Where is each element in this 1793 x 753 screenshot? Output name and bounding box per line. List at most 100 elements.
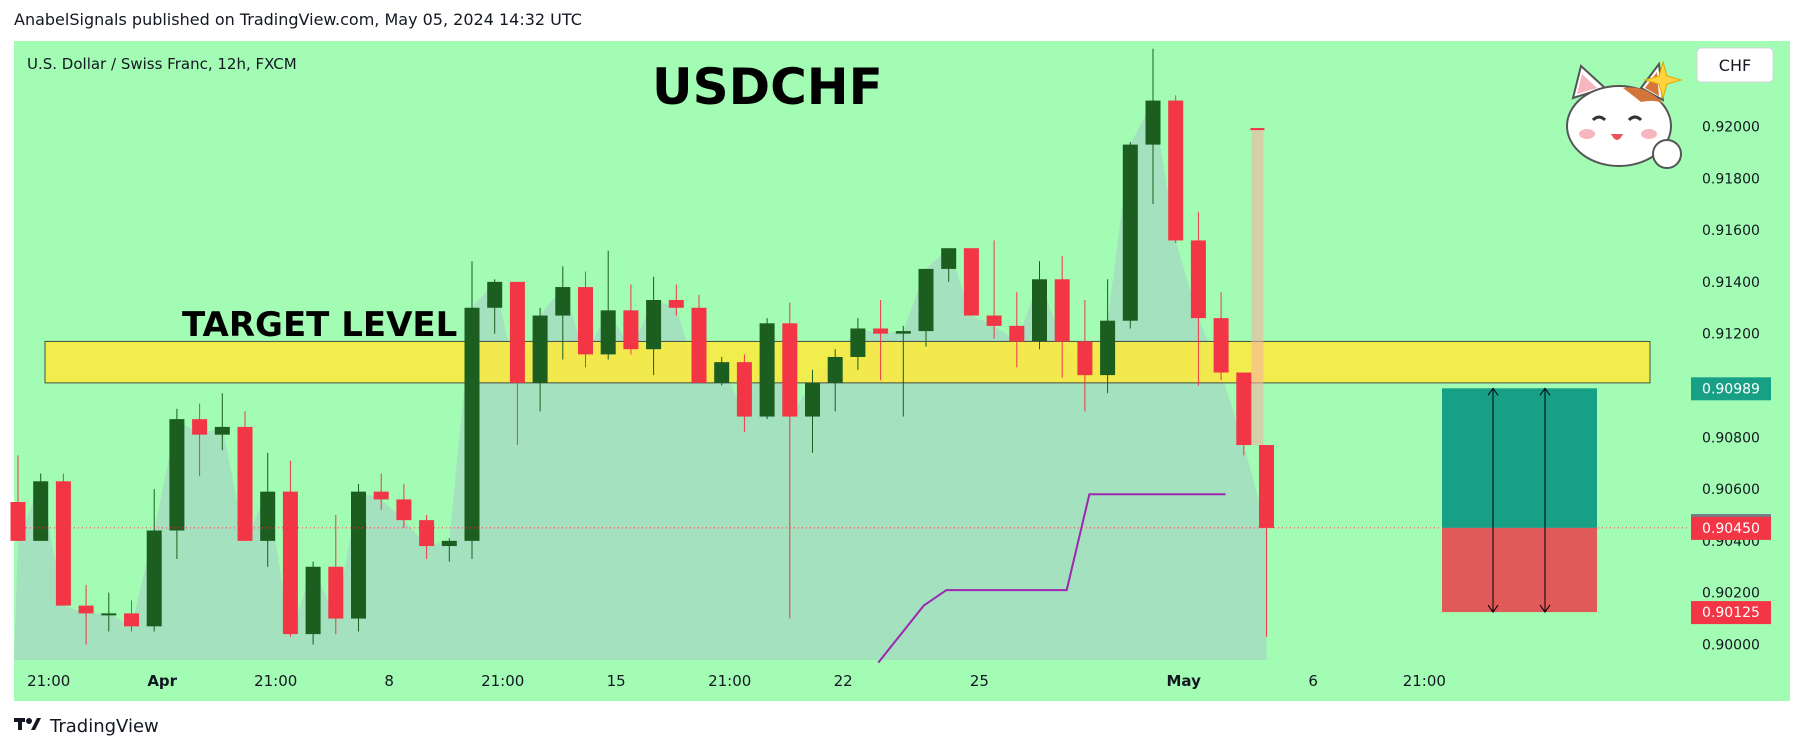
y-tick-label: 0.90800 xyxy=(1702,430,1760,446)
x-tick-label: 22 xyxy=(834,672,853,690)
y-tick-label: 0.90000 xyxy=(1702,637,1760,653)
y-tick-label: 0.91200 xyxy=(1702,327,1760,343)
candle-body xyxy=(646,299,662,350)
indicator-layer xyxy=(14,493,1690,664)
currency-button[interactable]: CHF xyxy=(1696,47,1774,83)
position-arrow-head-up xyxy=(1539,387,1551,396)
candle-body xyxy=(850,328,866,357)
profit-zone xyxy=(1442,388,1597,528)
candle-body xyxy=(396,499,412,521)
x-tick-label: 21:00 xyxy=(27,672,70,690)
publish-line: AnabelSignals published on TradingView.c… xyxy=(14,10,582,29)
indicator-line xyxy=(877,493,1226,664)
target-zone-layer xyxy=(44,128,1651,446)
candle-body xyxy=(600,310,616,355)
symbol-label: U.S. Dollar / Swiss Franc, 12h, FXCM xyxy=(27,55,297,73)
candle-body xyxy=(169,419,185,531)
candle-body xyxy=(282,491,298,635)
chart-big-title: USDCHF xyxy=(652,58,883,116)
candle-body xyxy=(78,605,94,614)
candle-body xyxy=(260,491,276,541)
y-tick-label: 0.92000 xyxy=(1702,119,1760,135)
footer-brand: TradingView xyxy=(50,716,159,737)
x-tick-label: May xyxy=(1167,672,1202,690)
target-level-label: TARGET LEVEL xyxy=(182,305,457,345)
position-arrow-head-down xyxy=(1487,604,1499,613)
position-arrow-head-down xyxy=(1539,604,1551,613)
price-label-box xyxy=(1691,377,1771,401)
x-tick-label: 15 xyxy=(607,672,626,690)
candle-body xyxy=(532,315,548,383)
candle-body xyxy=(1009,325,1025,342)
candle-body xyxy=(214,426,230,435)
candle-body xyxy=(782,323,798,417)
x-tick-label: 21:00 xyxy=(1403,672,1446,690)
position-layer xyxy=(1442,387,1597,613)
price-label-box xyxy=(1691,601,1771,625)
candle-body xyxy=(10,502,26,541)
candle-body xyxy=(351,491,366,619)
x-tick-label: 21:00 xyxy=(481,672,524,690)
candle-body xyxy=(827,356,843,383)
candle-body xyxy=(578,287,593,355)
candle-body xyxy=(1259,445,1274,528)
x-tick-label: 25 xyxy=(970,672,989,690)
candle-body xyxy=(1190,240,1206,319)
candle-body xyxy=(509,281,525,383)
candle-body xyxy=(1213,318,1229,373)
candle-body xyxy=(1054,279,1070,342)
tradingview-logo-icon xyxy=(14,716,42,737)
candle-body xyxy=(714,362,730,383)
projection-bar xyxy=(1251,129,1264,446)
y-tick-label: 0.91800 xyxy=(1702,171,1760,187)
price-label-text: 0.90125 xyxy=(1702,605,1760,621)
candle-body xyxy=(759,323,775,417)
footer: TradingView xyxy=(14,716,159,737)
cat-mascot-icon xyxy=(1566,60,1683,169)
candle-body xyxy=(1122,144,1138,321)
candle-body xyxy=(691,307,707,383)
y-tick-label: 0.90200 xyxy=(1702,586,1760,602)
price-label-box xyxy=(1691,516,1771,540)
axes-layer: 0.92000 0.91800 0.91600 0.91400 0.91200 0.908… xyxy=(27,119,1771,690)
candle-body xyxy=(555,287,571,316)
y-tick-label: 0.91600 xyxy=(1702,223,1760,239)
candle-body xyxy=(487,281,503,308)
candle-body xyxy=(941,248,957,269)
candle-body xyxy=(1077,341,1093,376)
candle-body xyxy=(33,481,49,541)
candle-body xyxy=(237,426,253,541)
candle-body xyxy=(328,566,344,619)
candle-body xyxy=(55,481,71,606)
candle-body xyxy=(146,530,162,627)
candle-body xyxy=(305,566,321,635)
candle-body xyxy=(1032,279,1047,342)
candle-body xyxy=(1145,100,1161,145)
y-tick-label: 0.91400 xyxy=(1702,275,1760,291)
candle-body xyxy=(963,248,979,316)
candle-body xyxy=(1236,372,1252,446)
x-tick-label: 8 xyxy=(384,672,394,690)
candle-body xyxy=(441,540,457,547)
candles-layer xyxy=(10,48,1274,645)
candle-body xyxy=(736,362,752,417)
position-arrow-head-up xyxy=(1487,387,1499,396)
candle-body xyxy=(419,520,435,547)
candle-body xyxy=(464,307,480,541)
candle-body xyxy=(895,331,911,334)
candle-body xyxy=(192,419,208,435)
target-zone-rect xyxy=(44,340,1651,384)
candle-body xyxy=(1100,320,1116,376)
y-tick-label: 0.90600 xyxy=(1702,482,1760,498)
price-label-text: 0.90450 xyxy=(1702,521,1760,537)
price-label-text: 0.90989 xyxy=(1702,381,1760,397)
candle-body xyxy=(668,299,684,308)
currency-button-label: CHF xyxy=(1719,56,1751,75)
candle-body xyxy=(805,382,820,417)
candle-body xyxy=(986,315,1002,326)
x-tick-label: 21:00 xyxy=(254,672,297,690)
loss-zone xyxy=(1442,527,1597,613)
candle-body xyxy=(918,268,934,332)
candle-body xyxy=(873,328,889,334)
